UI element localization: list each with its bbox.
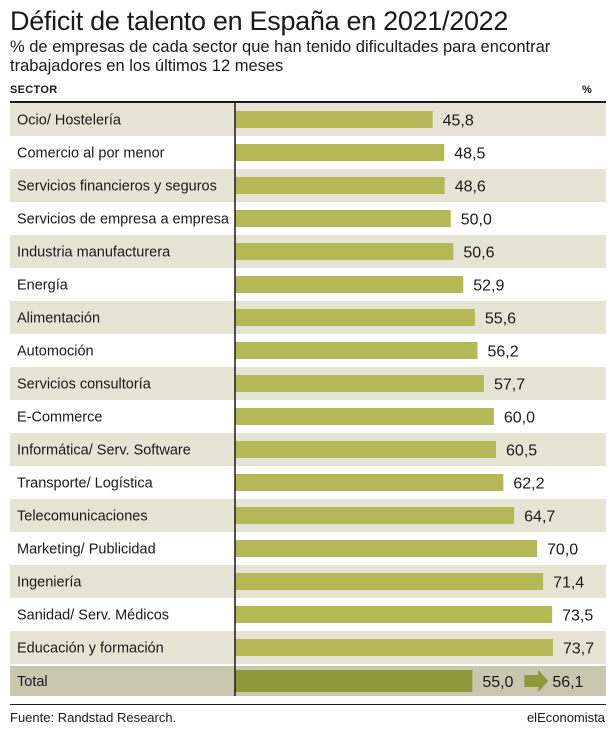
data-label: 73,5 [562,608,593,625]
total-label: Total [17,674,48,690]
bar [235,474,504,491]
total-from-label: 55,0 [482,674,513,691]
category-label: Educación y formación [17,641,164,657]
data-label: 73,7 [563,641,594,658]
total-arrow-icon [524,670,549,692]
data-label: 48,5 [454,146,485,163]
category-label: Automoción [17,344,94,360]
category-label: Transporte/ Logística [17,476,154,492]
footer-rule [10,704,606,705]
bar [235,243,454,260]
data-label: 62,2 [513,476,544,493]
data-label: 60,5 [506,443,537,460]
bar [235,309,475,326]
bar [235,342,478,359]
bar [235,441,497,458]
category-label: Telecomunicaciones [17,509,148,525]
chart-subtitle: % de empresas de cada sector que han ten… [10,38,551,75]
data-label: 70,0 [547,542,578,559]
bar-chart: Ocio/ Hostelería 45,8 Comercio al por meno… [10,103,606,696]
header-rule [10,101,606,103]
bar [235,375,484,392]
category-label: Ingeniería [17,575,82,591]
category-label: Industria manufacturera [17,245,171,261]
data-label: 55,6 [485,311,516,328]
total-to-label: 56,1 [552,674,583,691]
category-label: Alimentación [17,311,100,327]
category-label: Sanidad/ Serv. Médicos [17,608,169,624]
data-label: 64,7 [524,509,555,526]
brand-logo-text: elEconomista [526,710,605,725]
data-label: 52,9 [473,278,504,295]
bar [235,507,515,524]
source-note: Fuente: Randstad Research. [10,710,177,725]
bar [235,177,445,194]
data-label: 48,6 [455,179,486,196]
category-label: Energía [17,278,69,294]
category-label: Servicios de empresa a empresa [17,212,230,228]
sector-column-header: SECTOR [10,84,58,96]
data-label: 50,0 [461,212,492,229]
total-bar [235,670,473,692]
data-label: 45,8 [443,113,474,130]
bar [235,540,538,557]
bar [235,210,451,227]
data-label: 60,0 [504,410,535,427]
data-label: 71,4 [553,575,584,592]
category-label: Ocio/ Hostelería [17,113,122,129]
bar [235,408,494,425]
category-label: Servicios financieros y seguros [17,179,217,195]
category-label: E-Commerce [17,410,102,426]
category-label: Comercio al por menor [17,146,165,162]
bar [235,144,445,161]
bar [235,573,544,590]
data-label: 56,2 [487,344,518,361]
data-label: 50,6 [463,245,494,262]
unit-column-header: % [582,84,592,96]
bar [235,606,553,623]
bar [235,276,464,293]
chart-title: Déficit de talento en España en 2021/202… [10,6,509,36]
bar [235,639,553,656]
category-label: Marketing/ Publicidad [17,542,156,558]
category-label: Servicios consultoría [17,377,152,393]
bar [235,111,433,128]
category-label: Informática/ Serv. Software [17,443,191,459]
data-label: 57,7 [494,377,525,394]
